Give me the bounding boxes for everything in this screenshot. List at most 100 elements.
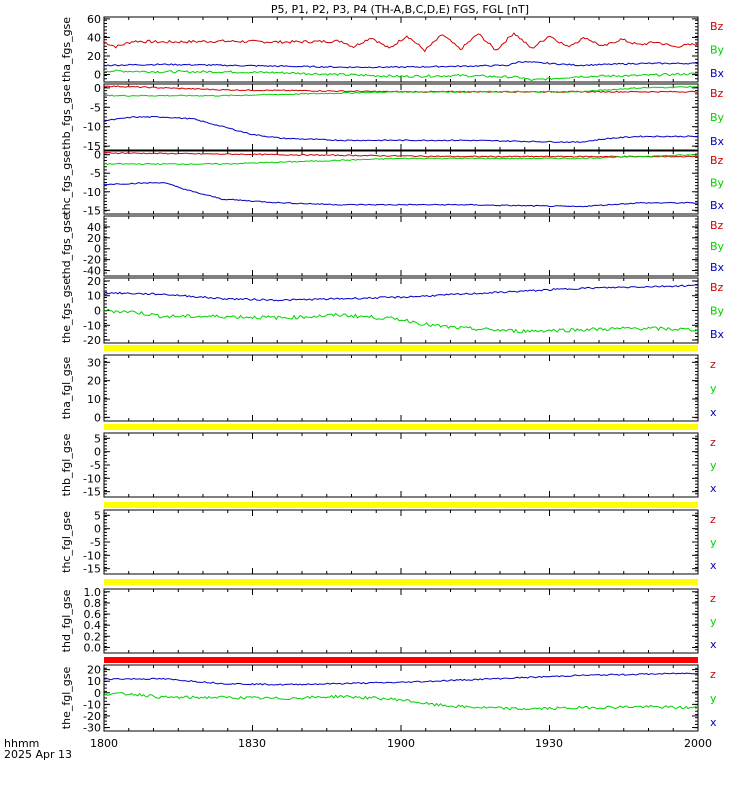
panel-frame-thb_fgl_gse — [103, 432, 699, 498]
legend-thb_fgs_gse-Bx: Bx — [710, 135, 725, 148]
y-tick-label: 20 — [87, 375, 101, 388]
series-thc_fgs_gse-Bx — [104, 181, 698, 208]
y-tick-label: 40 — [87, 31, 101, 44]
legend-thd_fgl_gse-z: z — [710, 592, 716, 605]
panel-tha_fgl_gse: 30 20 10 0 tha_fgl_gse zyx — [60, 345, 717, 424]
status-bar-the_fgl_gse — [104, 657, 698, 663]
y-tick-label: 0 — [94, 243, 101, 256]
y-tick-label: -20 — [83, 254, 101, 267]
x-tick-label-4: 2000 — [684, 737, 712, 750]
y-axis-label-thd_fgs_gse: thd_fgs_gse — [60, 213, 73, 279]
y-tick-label: 10 — [87, 290, 101, 303]
y-axis-label-the_fgs_gse: the_fgs_gse — [60, 278, 73, 343]
y-tick-label: -5 — [90, 101, 101, 114]
legend-thd_fgs_gse-Bx: Bx — [710, 261, 725, 274]
legend-thc_fgl_gse-z: z — [710, 513, 716, 526]
panel-frame-thd_fgs_gse — [103, 215, 699, 277]
y-tick-label: 0 — [94, 687, 101, 700]
panel-thb_fgl_gse: 50-5-10-15 thb_fgl_gse zyx — [60, 424, 717, 499]
legend-thb_fgl_gse-y: y — [710, 459, 717, 472]
y-axis-label-tha_fgs_gse: tha_fgs_gse — [60, 17, 73, 82]
legend-thd_fgl_gse-x: x — [710, 638, 717, 651]
y-tick-label: -20 — [83, 710, 101, 723]
legend-thc_fgs_gse-Bz: Bz — [710, 154, 724, 167]
y-tick-label: -30 — [83, 722, 101, 735]
y-tick-label: 5 — [94, 432, 101, 445]
y-tick-label: 5 — [94, 509, 101, 522]
x-tick-label-1: 1830 — [238, 737, 266, 750]
x-axis-label-date: 2025 Apr 13 — [4, 748, 72, 761]
x-axis-label-hhmm: hhmm — [4, 737, 39, 750]
legend-thb_fgl_gse-z: z — [710, 436, 716, 449]
legend-thc_fgl_gse-x: x — [710, 559, 717, 572]
y-tick-label: -10 — [83, 472, 101, 485]
legend-tha_fgs_gse-Bx: Bx — [710, 67, 725, 80]
legend-the_fgl_gse-x: x — [710, 716, 717, 729]
y-tick-label: 30 — [87, 356, 101, 369]
y-tick-label: 0 — [94, 82, 101, 95]
panel-tha_fgs_gse: 60 40 20 0 tha_fgs_gse Bz By Bx — [60, 13, 725, 83]
y-tick-label: 0.8 — [84, 597, 102, 610]
x-axis: 1800 1830 1900 1930 2000 hhmm 2025 Apr 1… — [4, 737, 712, 761]
legend-the_fgs_gse-Bx: Bx — [710, 328, 725, 341]
series-the_fgl_gse-y — [104, 691, 698, 711]
panel-thc_fgs_gse: 0 -5 -10 -15 thc_fgs_gse Bz By Bx — [60, 149, 725, 218]
legend-thc_fgl_gse-y: y — [710, 536, 717, 549]
panel-thd_fgl_gse: 1.00.80.60.40.20.0 thd_fgl_gse zyx — [60, 579, 717, 654]
y-tick-label: 0 — [94, 305, 101, 318]
legend-the_fgl_gse-y: y — [710, 692, 717, 705]
panel-frame-tha_fgl_gse — [103, 354, 699, 422]
panel-frame-tha_fgs_gse — [103, 16, 699, 83]
x-tick-label-0: 1800 — [90, 737, 118, 750]
status-bar-tha_fgl_gse — [104, 345, 698, 351]
legend-the_fgl_gse-z: z — [710, 668, 716, 681]
series-thc_fgs_gse-By — [104, 153, 698, 166]
y-tick-label: -40 — [83, 265, 101, 278]
y-tick-label: 0.2 — [84, 630, 102, 643]
y-tick-label: -15 — [83, 140, 101, 153]
y-tick-label: 0 — [94, 69, 101, 82]
y-tick-label: 10 — [87, 675, 101, 688]
legend-tha_fgs_gse-Bz: Bz — [710, 20, 724, 33]
y-tick-label: 1.0 — [84, 586, 102, 599]
y-tick-label: 0 — [94, 523, 101, 536]
y-tick-label: -10 — [83, 549, 101, 562]
panel-the_fgs_gse: 20 10 0-10 -20 the_fgs_gse Bz By Bx — [60, 275, 725, 347]
series-the_fgs_gse-By — [104, 308, 698, 334]
series-thb_fgs_gse-Bx — [104, 116, 698, 144]
series-tha_fgs_gse-Bz — [104, 32, 698, 53]
series-tha_fgs_gse-By — [104, 69, 698, 82]
legend-tha_fgl_gse-y: y — [710, 382, 717, 395]
legend-tha_fgs_gse-By: By — [710, 44, 725, 57]
series-the_fgl_gse-x — [104, 672, 698, 686]
y-tick-label: 20 — [87, 664, 101, 677]
y-tick-label: 40 — [87, 221, 101, 234]
y-tick-label: -15 — [83, 486, 101, 499]
y-tick-label: 0 — [94, 149, 101, 162]
legend-thd_fgs_gse-Bz: Bz — [710, 219, 724, 232]
legend-thc_fgs_gse-By: By — [710, 177, 725, 190]
y-tick-label: 0.6 — [84, 608, 102, 621]
y-tick-label: 0.0 — [84, 641, 102, 654]
y-tick-label: -10 — [83, 319, 101, 332]
legend-thb_fgl_gse-x: x — [710, 482, 717, 495]
legend-thb_fgs_gse-Bz: Bz — [710, 87, 724, 100]
y-tick-label: 20 — [87, 50, 101, 63]
status-bar-thc_fgl_gse — [104, 502, 698, 508]
series-thc_fgs_gse-Bz — [104, 151, 698, 158]
y-tick-label: 20 — [87, 275, 101, 288]
y-tick-label: -15 — [83, 204, 101, 217]
legend-thd_fgl_gse-y: y — [710, 615, 717, 628]
y-tick-label: -5 — [90, 536, 101, 549]
panel-thc_fgl_gse: 50-5-10-15 thc_fgl_gse zyx — [60, 502, 717, 576]
y-tick-label: 60 — [87, 13, 101, 26]
y-axis-label-thc_fgl_gse: thc_fgl_gse — [60, 511, 73, 573]
x-tick-label-3: 1930 — [535, 737, 563, 750]
status-bar-thb_fgl_gse — [104, 424, 698, 430]
legend-thb_fgs_gse-By: By — [710, 111, 725, 124]
y-tick-label: -10 — [83, 698, 101, 711]
y-tick-label: 0 — [94, 446, 101, 459]
legend-tha_fgl_gse-z: z — [710, 358, 716, 371]
